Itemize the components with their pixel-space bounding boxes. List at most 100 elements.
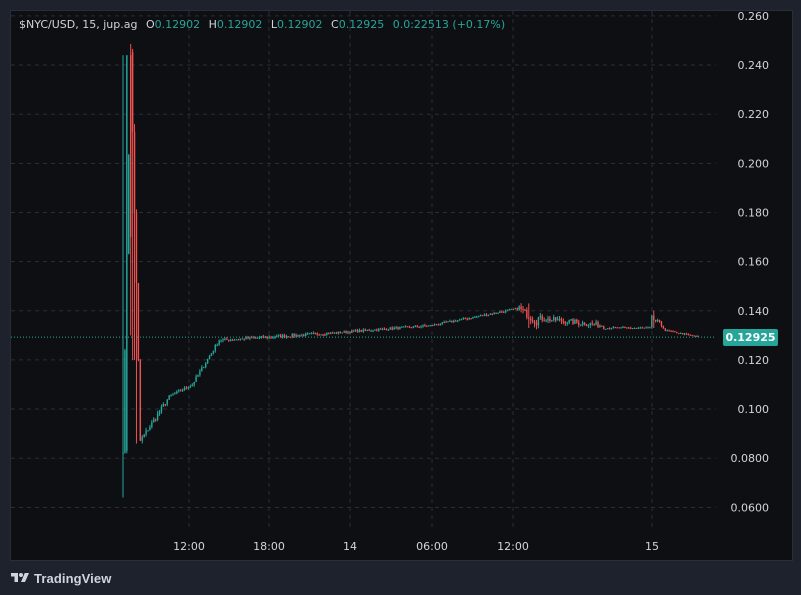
candle-down bbox=[339, 331, 342, 334]
candle-body bbox=[172, 394, 174, 396]
candle-body bbox=[349, 331, 351, 333]
low-value: 0.12902 bbox=[277, 18, 323, 31]
candle-up bbox=[224, 337, 226, 341]
candle-up bbox=[537, 316, 540, 329]
candle-body bbox=[499, 311, 501, 314]
candle-up bbox=[506, 309, 509, 312]
candle-down bbox=[247, 335, 249, 340]
brand-name[interactable]: TradingView bbox=[34, 570, 112, 586]
candle-down bbox=[331, 331, 334, 334]
candle-body bbox=[256, 337, 259, 339]
candle-down bbox=[154, 418, 157, 422]
candle-body bbox=[170, 395, 172, 397]
chart-frame[interactable]: 0.260 0.240 0.220 0.200 0.180 0.160 0.140 0.120… bbox=[10, 10, 793, 561]
candle-body bbox=[253, 337, 255, 339]
x-tick-label: 06:00 bbox=[416, 540, 448, 553]
candle-up bbox=[620, 327, 622, 329]
candle-body bbox=[579, 324, 582, 326]
candle-body bbox=[391, 327, 393, 330]
candle-up bbox=[320, 334, 322, 336]
candle-down bbox=[349, 331, 351, 335]
candle-body bbox=[239, 338, 242, 340]
high-value: 0.12902 bbox=[216, 18, 263, 31]
candle-body bbox=[224, 338, 226, 340]
candle-down bbox=[316, 332, 318, 336]
candle-body bbox=[403, 326, 405, 328]
candle-up bbox=[545, 319, 547, 323]
candle-down bbox=[451, 320, 453, 323]
candle-body bbox=[660, 321, 663, 326]
candle-body bbox=[166, 399, 168, 405]
candle-body bbox=[364, 329, 367, 331]
candle-down bbox=[228, 339, 230, 342]
candle-body bbox=[551, 319, 553, 321]
candle-down bbox=[693, 335, 695, 337]
candle-up bbox=[143, 433, 145, 438]
candle-down bbox=[464, 317, 467, 320]
candle-down bbox=[129, 43, 132, 336]
candle-down bbox=[410, 326, 413, 329]
candle-up bbox=[122, 55, 124, 498]
candle-body bbox=[145, 430, 147, 435]
candle-up bbox=[389, 326, 392, 330]
candle-body bbox=[526, 309, 528, 318]
candle-body bbox=[395, 327, 397, 329]
candle-up bbox=[272, 335, 274, 339]
price-chart[interactable]: 0.260 0.240 0.220 0.200 0.180 0.160 0.140 0.120… bbox=[11, 11, 792, 560]
candle-body bbox=[201, 367, 203, 372]
candle-body bbox=[249, 337, 251, 339]
candle-body bbox=[572, 319, 574, 324]
candle-up bbox=[651, 314, 653, 329]
candle-down bbox=[660, 320, 663, 328]
candle-body bbox=[374, 329, 376, 331]
candles bbox=[122, 43, 699, 498]
candle-down bbox=[597, 320, 599, 329]
candle-body bbox=[272, 337, 274, 339]
candle-down bbox=[243, 338, 245, 341]
candle-up bbox=[478, 315, 480, 318]
candle-body bbox=[616, 327, 618, 329]
candle-down bbox=[649, 326, 651, 329]
candle-up bbox=[637, 326, 640, 329]
candle-body bbox=[416, 325, 418, 327]
candle-body bbox=[237, 339, 240, 341]
candle-up bbox=[499, 310, 501, 314]
candle-body bbox=[406, 326, 409, 328]
candle-body bbox=[693, 335, 695, 337]
candle-up bbox=[568, 319, 570, 325]
candle-up bbox=[233, 338, 236, 341]
candle-up bbox=[153, 417, 155, 423]
candle-up bbox=[151, 419, 153, 429]
candle-body bbox=[235, 339, 238, 341]
candle-up bbox=[189, 384, 192, 388]
candle-down bbox=[251, 335, 253, 339]
candle-body bbox=[635, 327, 638, 329]
candle-body bbox=[335, 332, 338, 334]
candle-down bbox=[416, 325, 418, 328]
candle-body bbox=[214, 345, 217, 351]
candle-body bbox=[456, 320, 459, 322]
candle-body bbox=[695, 335, 697, 337]
candle-up bbox=[147, 429, 149, 432]
candle-body bbox=[628, 327, 630, 329]
price-axis[interactable]: 0.260 0.240 0.220 0.200 0.180 0.160 0.140 0.120… bbox=[731, 11, 770, 514]
candle-body bbox=[164, 404, 167, 406]
tradingview-logo-icon[interactable] bbox=[10, 571, 30, 585]
candle-up bbox=[218, 339, 220, 346]
time-axis[interactable]: 12:00 18:00 14 06:00 12:00 15 bbox=[173, 540, 659, 553]
candle-body bbox=[258, 337, 261, 339]
candle-up bbox=[579, 324, 582, 327]
candle-up bbox=[181, 388, 184, 392]
candle-down bbox=[629, 326, 632, 330]
candle-up bbox=[191, 383, 193, 387]
candle-up bbox=[214, 344, 217, 353]
candle-body bbox=[685, 333, 688, 335]
candle-body bbox=[668, 330, 670, 332]
candle-up bbox=[595, 319, 597, 326]
candle-body bbox=[404, 326, 407, 328]
candle-down bbox=[324, 333, 326, 337]
candle-body bbox=[466, 318, 468, 320]
candle-up bbox=[374, 329, 376, 331]
candle-body bbox=[501, 311, 503, 313]
candle-body bbox=[141, 437, 143, 441]
